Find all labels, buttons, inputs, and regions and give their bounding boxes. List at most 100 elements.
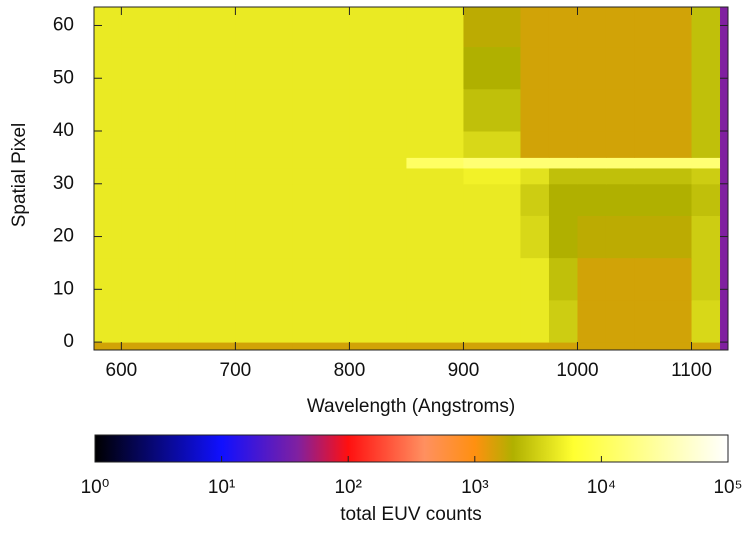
- heatmap-cell: [121, 47, 179, 90]
- heatmap-cell: [720, 7, 728, 47]
- heatmap-cell: [634, 47, 692, 90]
- heatmap-cell: [349, 184, 407, 216]
- heatmap-cell: [235, 258, 293, 301]
- colorbar-tick-label: 10⁵: [713, 477, 742, 498]
- heatmap-cell: [463, 7, 521, 47]
- heatmap-cell: [720, 258, 728, 301]
- heatmap-cell: [549, 7, 578, 47]
- heatmap-cell: [634, 215, 692, 258]
- x-tick-label: 700: [220, 360, 252, 381]
- heatmap-cell: [577, 184, 606, 216]
- heatmap-cell: [121, 300, 179, 343]
- heatmap-cell: [520, 168, 549, 184]
- heatmap-cell: [178, 215, 236, 258]
- heatmap-cell: [606, 157, 635, 168]
- heatmap-cell: [178, 7, 236, 47]
- heatmap-cell: [292, 47, 350, 90]
- heatmap-cell: [235, 342, 293, 350]
- heatmap-cell: [121, 7, 179, 47]
- heatmap-cell: [634, 184, 692, 216]
- heatmap-cell: [606, 47, 635, 90]
- heatmap-cell: [463, 168, 521, 184]
- heatmap-cell: [463, 184, 521, 216]
- heatmap-cell: [606, 168, 635, 184]
- heatmap-cell: [292, 7, 350, 47]
- heatmap-cell: [406, 342, 464, 350]
- heatmap-cell: [121, 342, 179, 350]
- heatmap-cell: [692, 215, 721, 258]
- heatmap-cell: [720, 89, 728, 132]
- heatmap-cell: [549, 131, 578, 158]
- heatmap-cell: [520, 131, 549, 158]
- heatmap-cell: [463, 215, 521, 258]
- heatmap-cell: [520, 342, 549, 350]
- heatmap-cell: [292, 157, 350, 168]
- x-tick-label: 600: [106, 360, 138, 381]
- x-tick-label: 1100: [671, 360, 712, 381]
- heatmap-cell: [94, 47, 122, 90]
- x-tick-label: 900: [448, 360, 480, 381]
- heatmap-cell: [606, 258, 635, 301]
- heatmap-cell: [720, 168, 728, 184]
- heatmap-cell: [292, 342, 350, 350]
- y-tick-label: 0: [63, 331, 74, 352]
- heatmap-cell: [94, 300, 122, 343]
- heatmap-cell: [692, 184, 721, 216]
- heatmap-cell: [692, 168, 721, 184]
- heatmap-cell: [121, 157, 179, 168]
- heatmap-cell: [292, 89, 350, 132]
- heatmap-cell: [463, 300, 521, 343]
- x-tick-label: 1000: [556, 360, 598, 381]
- heatmap-cell: [463, 342, 521, 350]
- heatmap-cell: [178, 184, 236, 216]
- heatmap-cell: [634, 131, 692, 158]
- colorbar-tick-label: 10⁰: [81, 477, 110, 498]
- heatmap-cell: [577, 168, 606, 184]
- heatmap-cell: [292, 168, 350, 184]
- heatmap-cell: [406, 89, 464, 132]
- heatmap-cell: [292, 184, 350, 216]
- heatmap-cell: [549, 300, 578, 343]
- heatmap-cell: [121, 215, 179, 258]
- heatmap-cell: [349, 215, 407, 258]
- heatmap-cell: [94, 157, 122, 168]
- heatmap-cell: [292, 258, 350, 301]
- heatmap-cell: [520, 258, 549, 301]
- heatmap-cell: [606, 7, 635, 47]
- heatmap-cell: [349, 300, 407, 343]
- heatmap-cell: [463, 157, 521, 168]
- heatmap-cell: [349, 89, 407, 132]
- heatmap-cell: [549, 215, 578, 258]
- heatmap-cell: [692, 131, 721, 158]
- heatmap-cell: [720, 184, 728, 216]
- heatmap-cell: [463, 47, 521, 90]
- heatmap-cell: [520, 184, 549, 216]
- y-tick-label: 20: [53, 226, 74, 247]
- heatmap-cell: [406, 258, 464, 301]
- heatmap-cell: [692, 342, 721, 350]
- heatmap-cell: [549, 89, 578, 132]
- colorbar: [95, 435, 728, 462]
- heatmap-cell: [577, 47, 606, 90]
- heatmap-cell: [577, 89, 606, 132]
- heatmap-cell: [349, 7, 407, 47]
- heatmap-cell: [94, 342, 122, 350]
- heatmap-cell: [349, 342, 407, 350]
- heatmap-cell: [406, 184, 464, 216]
- heatmap-cell: [406, 131, 464, 158]
- heatmap-cell: [606, 300, 635, 343]
- heatmap-cell: [94, 131, 122, 158]
- heatmap-cell: [549, 342, 578, 350]
- heatmap-cell: [520, 300, 549, 343]
- heatmap-cell: [634, 258, 692, 301]
- y-tick-label: 10: [53, 278, 74, 299]
- heatmap-cell: [235, 7, 293, 47]
- y-tick-label: 30: [53, 173, 74, 194]
- heatmap-cell: [577, 131, 606, 158]
- heatmap-cell: [634, 168, 692, 184]
- heatmap-cell: [634, 89, 692, 132]
- heatmap-cell: [121, 89, 179, 132]
- heatmap-cell: [94, 7, 122, 47]
- heatmap-cell: [520, 215, 549, 258]
- heatmap-cell: [235, 47, 293, 90]
